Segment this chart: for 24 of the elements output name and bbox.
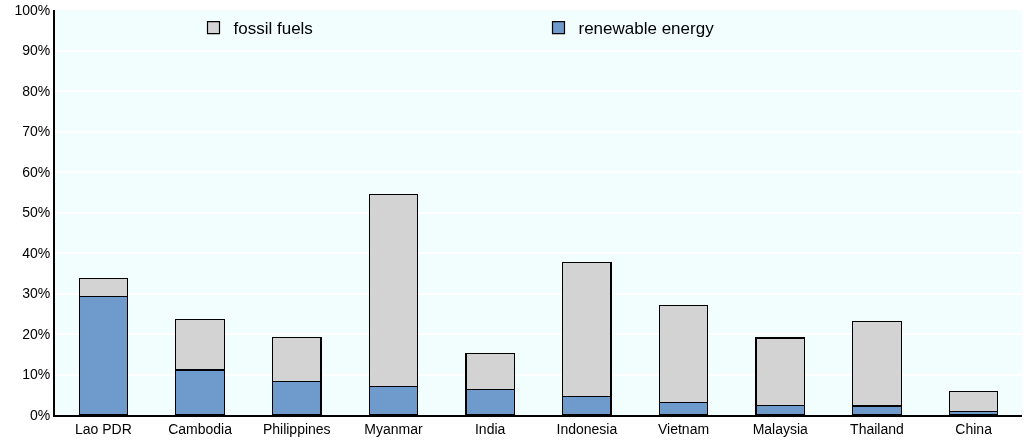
x-tick-label: Malaysia	[752, 420, 809, 437]
y-tick-label: 100%	[14, 1, 51, 18]
y-tick-label: 20%	[22, 325, 51, 342]
legend-label: fossil fuels	[233, 19, 313, 39]
y-tick-label: 0%	[29, 406, 51, 423]
x-tick-label: India	[474, 420, 506, 437]
x-tick-label: Philippines	[262, 420, 331, 437]
x-tick-label: Lao PDR	[74, 420, 132, 437]
y-tick-label: 80%	[22, 82, 51, 99]
bar	[948, 390, 999, 413]
y-tick-label: 90%	[22, 42, 51, 59]
x-tick-label: Cambodia	[168, 420, 233, 437]
x-tick-label: Myanmar	[364, 420, 423, 437]
y-tick-label: 30%	[22, 285, 51, 302]
x-tick-label: Thailand	[850, 420, 904, 437]
y-tick-label: 50%	[22, 204, 51, 221]
y-tick-label: 70%	[22, 123, 51, 140]
y-tick-label: 60%	[22, 163, 51, 180]
y-tick-label: 40%	[22, 244, 51, 261]
legend-label: renewable energy	[578, 19, 715, 39]
x-tick-label: Vietnam	[658, 420, 710, 437]
x-tick-label: China	[955, 420, 993, 437]
y-tick-label: 10%	[22, 366, 51, 383]
x-tick-label: Indonesia	[556, 420, 618, 437]
